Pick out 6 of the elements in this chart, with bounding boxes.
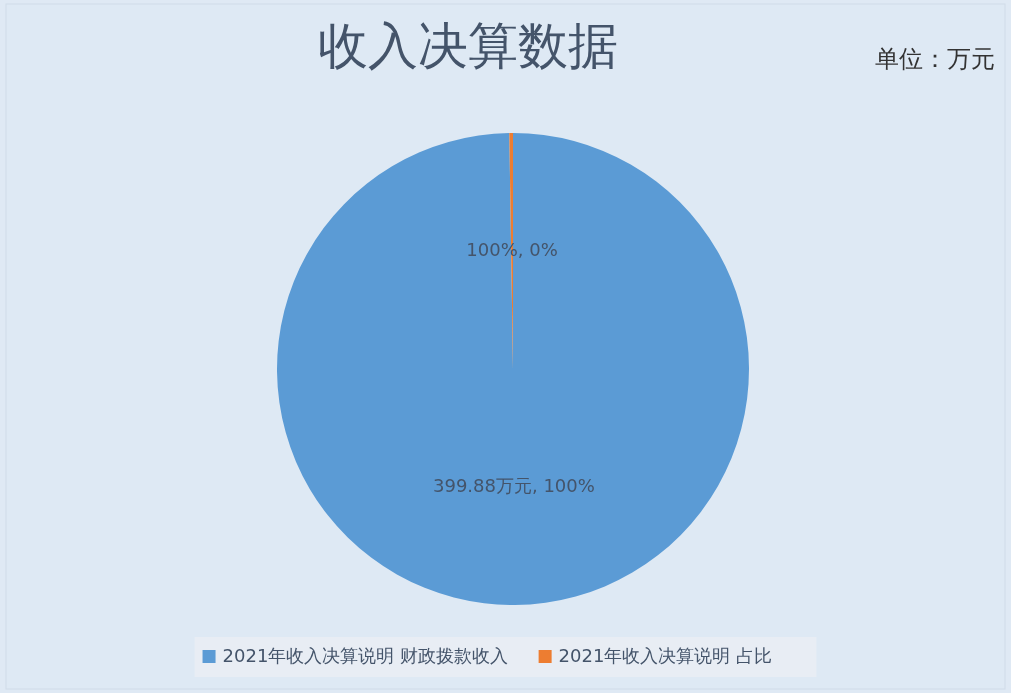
legend-label: 2021年收入决算说明 占比 (558, 645, 773, 666)
legend-label: 2021年收入决算说明 财政拨款收入 (222, 645, 509, 666)
text: 单位：万元 (875, 44, 995, 73)
data-label: 399.88万元, 100% (432, 475, 595, 496)
chart-title: 收入决算数据 (318, 17, 618, 75)
pie-slice (277, 133, 749, 605)
